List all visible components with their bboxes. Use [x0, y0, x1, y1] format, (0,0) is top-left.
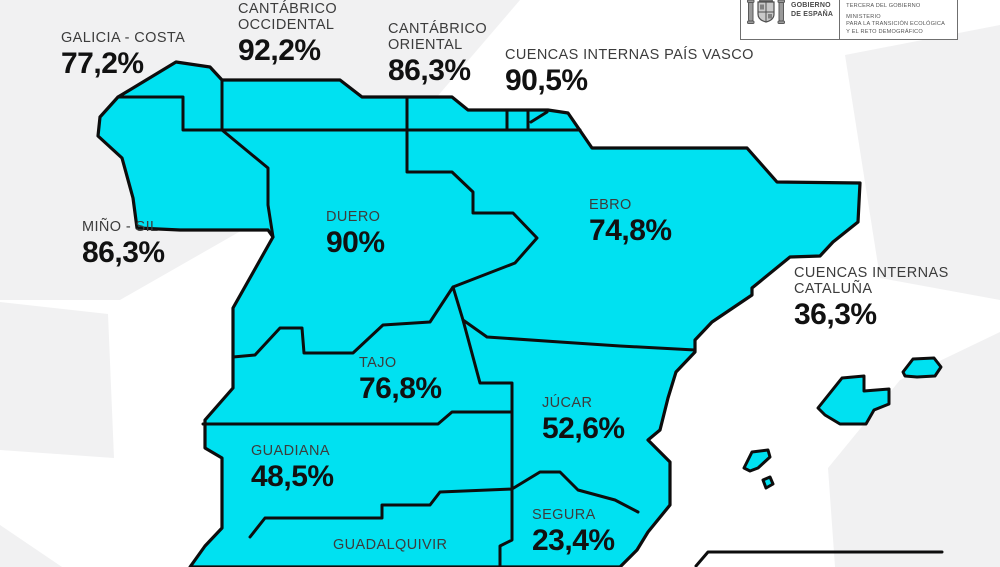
basin-label-segura: SEGURA 23,4%: [532, 507, 615, 557]
background-polygon: [0, 302, 114, 458]
ministry-name: MINISTERIO PARA LA TRANSICIÓN ECOLÓGICA …: [846, 14, 946, 35]
basin-value: 77,2%: [61, 47, 144, 81]
basin-name: MIÑO - SIL: [82, 219, 159, 235]
government-logo-right: TERCERA DEL GOBIERNO MINISTERIO PARA LA …: [839, 0, 957, 39]
island-menorca: [901, 356, 943, 379]
spain-peninsula-shape: [96, 60, 862, 567]
basin-label-ebro: EBRO 74,8%: [589, 197, 672, 247]
basin-label-guadiana: GUADIANA 48,5%: [251, 443, 334, 493]
government-logo: GOBIERNO DE ESPAÑA TERCERA DEL GOBIERNO …: [740, 0, 958, 40]
basin-value: 76,8%: [359, 372, 442, 406]
background-polygon: [845, 25, 1000, 300]
basin-label-duero: DUERO 90%: [326, 209, 385, 259]
basin-value: 90,5%: [505, 64, 588, 98]
background-polygon: [828, 332, 1000, 567]
government-logo-left: GOBIERNO DE ESPAÑA: [741, 0, 839, 39]
balearic-islands: [742, 356, 943, 490]
basin-label-tajo: TAJO 76,8%: [359, 355, 442, 405]
basin-label-mino-sil: MIÑO - SIL 86,3%: [82, 219, 165, 269]
basin-label-guadalquivir: GUADALQUIVIR: [333, 537, 447, 555]
basin-name: CUENCAS INTERNAS PAÍS VASCO: [505, 47, 754, 63]
island-formentera: [761, 475, 775, 490]
basin-value: 36,3%: [794, 298, 877, 332]
basin-name: CUENCAS INTERNAS CATALUÑA: [794, 265, 949, 298]
basin-label-cantabrico-occidental: CANTÁBRICO OCCIDENTAL 92,2%: [238, 1, 337, 67]
basin-label-galicia-costa: GALICIA - COSTA 77,2%: [61, 30, 185, 80]
basin-name: CANTÁBRICO ORIENTAL: [388, 21, 488, 54]
basin-name: GUADALQUIVIR: [333, 537, 448, 553]
government-name: GOBIERNO DE ESPAÑA: [791, 2, 833, 19]
basin-name: TAJO: [359, 355, 397, 371]
basin-name: GUADIANA: [251, 443, 330, 459]
island-mallorca: [816, 374, 891, 426]
basin-name: DUERO: [326, 209, 381, 225]
basin-borders: [116, 78, 697, 567]
inset-box-outline: [694, 550, 944, 567]
basin-value: 23,4%: [532, 524, 615, 558]
basin-name: JÚCAR: [542, 395, 593, 411]
island-ibiza: [742, 448, 772, 473]
basin-value: 90%: [326, 226, 385, 260]
basin-value: 86,3%: [388, 54, 471, 88]
basin-value: 52,6%: [542, 412, 625, 446]
basin-label-pais-vasco: CUENCAS INTERNAS PAÍS VASCO 90,5%: [505, 47, 754, 97]
basin-value: 86,3%: [82, 236, 165, 270]
government-office-line: TERCERA DEL GOBIERNO: [846, 3, 921, 9]
basin-name: CANTÁBRICO OCCIDENTAL: [238, 1, 338, 34]
basin-name: EBRO: [589, 197, 632, 213]
basin-value: 74,8%: [589, 214, 672, 248]
basin-name: GALICIA - COSTA: [61, 30, 186, 46]
basin-label-jucar: JÚCAR 52,6%: [542, 395, 625, 445]
basin-name: SEGURA: [532, 507, 596, 523]
government-name-line1: GOBIERNO: [791, 2, 831, 10]
basin-label-cantabrico-oriental: CANTÁBRICO ORIENTAL 86,3%: [388, 21, 487, 87]
background-polygon: [0, 525, 62, 567]
spain-coat-of-arms-icon: [747, 0, 785, 24]
basin-value: 48,5%: [251, 460, 334, 494]
government-name-line2: DE ESPAÑA: [791, 10, 834, 18]
basin-label-cuencas-internas-cataluna: CUENCAS INTERNAS CATALUÑA 36,3%: [794, 265, 949, 331]
basin-value: 92,2%: [238, 34, 321, 68]
